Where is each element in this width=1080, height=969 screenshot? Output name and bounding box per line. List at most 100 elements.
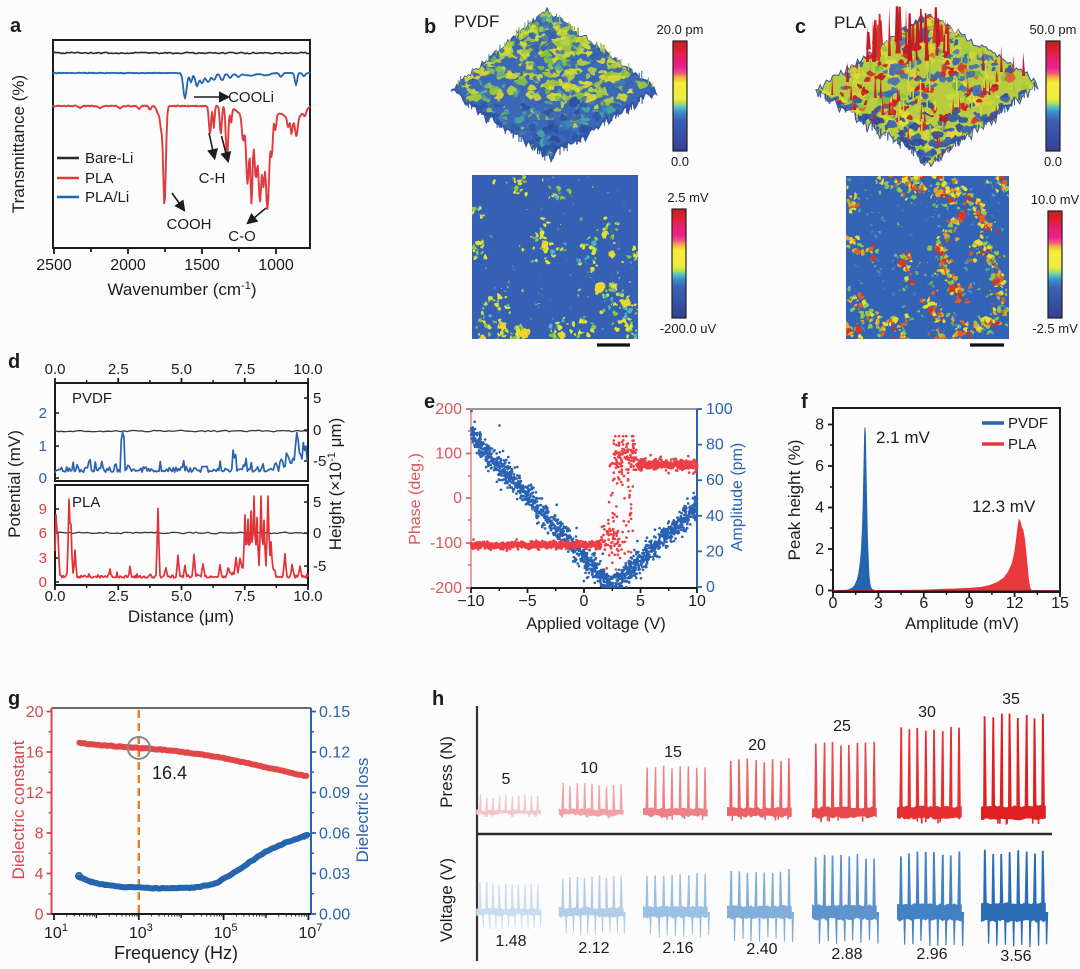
svg-text:4: 4: [815, 500, 824, 517]
svg-text:Wavenumber (cm-1): Wavenumber (cm-1): [108, 280, 257, 299]
svg-text:PLA: PLA: [1008, 436, 1036, 453]
svg-text:Distance (μm): Distance (μm): [128, 607, 234, 626]
svg-text:Transmittance (%): Transmittance (%): [9, 75, 28, 213]
svg-text:1500: 1500: [184, 257, 220, 274]
svg-text:35: 35: [1002, 691, 1020, 708]
svg-text:d: d: [8, 351, 20, 373]
svg-text:4: 4: [35, 866, 44, 883]
svg-text:0: 0: [39, 574, 47, 591]
svg-text:20: 20: [26, 704, 44, 721]
svg-text:2.5: 2.5: [108, 588, 129, 605]
svg-text:0.0: 0.0: [45, 588, 66, 605]
svg-text:6: 6: [919, 595, 928, 612]
svg-text:0: 0: [39, 470, 47, 487]
svg-text:0: 0: [313, 525, 321, 542]
svg-text:103: 103: [129, 922, 153, 942]
svg-text:7.5: 7.5: [234, 588, 255, 605]
svg-text:0.06: 0.06: [319, 826, 350, 843]
svg-text:100: 100: [435, 446, 462, 463]
svg-text:10.0: 10.0: [293, 588, 322, 605]
svg-text:0.12: 0.12: [319, 745, 350, 762]
svg-text:2: 2: [815, 541, 824, 558]
svg-text:3: 3: [874, 595, 883, 612]
svg-text:PVDF: PVDF: [1008, 415, 1048, 432]
svg-text:e: e: [424, 391, 435, 413]
svg-text:9: 9: [39, 501, 47, 518]
svg-text:Dielectric loss: Dielectric loss: [353, 758, 372, 863]
svg-text:0: 0: [35, 907, 44, 924]
svg-text:Press (N): Press (N): [437, 736, 456, 808]
svg-text:15: 15: [664, 744, 682, 761]
svg-text:3: 3: [39, 550, 47, 567]
svg-text:0.0: 0.0: [45, 361, 66, 378]
svg-text:16: 16: [26, 745, 44, 762]
svg-text:20: 20: [706, 543, 724, 560]
svg-text:8: 8: [815, 417, 824, 434]
svg-text:c: c: [795, 16, 806, 38]
svg-text:0: 0: [815, 583, 824, 600]
svg-text:h: h: [432, 688, 444, 710]
svg-text:100: 100: [706, 401, 733, 418]
svg-text:6: 6: [815, 458, 824, 475]
svg-text:2.96: 2.96: [916, 946, 947, 963]
svg-text:10.0: 10.0: [293, 361, 322, 378]
svg-text:105: 105: [214, 922, 238, 942]
svg-text:COOH: COOH: [167, 216, 212, 233]
svg-text:Potential (mV): Potential (mV): [5, 430, 24, 538]
svg-text:−5: −5: [518, 593, 536, 610]
svg-text:5: 5: [313, 494, 321, 511]
svg-text:5: 5: [636, 593, 645, 610]
svg-text:10: 10: [580, 760, 598, 777]
svg-text:2.88: 2.88: [831, 946, 862, 963]
svg-text:Dielectric constant: Dielectric constant: [9, 740, 28, 879]
svg-text:COOLi: COOLi: [228, 89, 274, 106]
svg-text:-5: -5: [313, 453, 326, 470]
svg-text:12.3 mV: 12.3 mV: [972, 497, 1036, 516]
svg-text:0.15: 0.15: [319, 704, 350, 721]
svg-text:f: f: [801, 391, 808, 413]
svg-text:2.40: 2.40: [746, 941, 777, 958]
svg-text:Amplitude (pm): Amplitude (pm): [729, 443, 746, 551]
svg-text:2.1 mV: 2.1 mV: [876, 428, 931, 447]
svg-text:6: 6: [39, 525, 47, 542]
svg-text:0.0: 0.0: [671, 154, 689, 169]
svg-text:-2.5 mV: -2.5 mV: [1032, 321, 1078, 336]
svg-text:Height (×10-1 μm): Height (×10-1 μm): [326, 418, 345, 551]
svg-text:1: 1: [39, 438, 47, 455]
svg-text:0.09: 0.09: [319, 785, 350, 802]
svg-text:0.03: 0.03: [319, 866, 350, 883]
svg-text:PVDF: PVDF: [454, 12, 499, 31]
svg-text:7.5: 7.5: [234, 361, 255, 378]
svg-text:2.5: 2.5: [108, 361, 129, 378]
svg-text:C-O: C-O: [228, 228, 256, 245]
svg-text:20: 20: [748, 737, 766, 754]
svg-text:a: a: [10, 15, 22, 37]
svg-text:10.0 mV: 10.0 mV: [1031, 192, 1080, 207]
svg-text:60: 60: [706, 472, 724, 489]
svg-text:Bare-Li: Bare-Li: [85, 150, 133, 167]
svg-text:Phase (deg.): Phase (deg.): [407, 453, 424, 545]
svg-text:1000: 1000: [258, 257, 294, 274]
svg-text:5: 5: [313, 390, 321, 407]
svg-text:0.00: 0.00: [319, 907, 350, 924]
svg-text:2.16: 2.16: [662, 940, 693, 957]
svg-text:80: 80: [706, 437, 724, 454]
svg-text:1.48: 1.48: [495, 933, 526, 950]
svg-text:200: 200: [435, 401, 462, 418]
svg-text:0: 0: [580, 593, 589, 610]
svg-text:C-H: C-H: [199, 170, 226, 187]
svg-text:50.0 pm: 50.0 pm: [1030, 22, 1077, 37]
svg-text:-200.0 uV: -200.0 uV: [660, 321, 717, 336]
svg-text:5: 5: [502, 771, 511, 788]
svg-text:20.0 pm: 20.0 pm: [657, 22, 704, 37]
svg-text:0: 0: [313, 422, 321, 439]
svg-text:2.5 mV: 2.5 mV: [667, 190, 709, 205]
svg-text:-200: -200: [430, 580, 462, 597]
svg-text:25: 25: [833, 718, 851, 735]
svg-text:30: 30: [918, 704, 936, 721]
svg-text:8: 8: [35, 826, 44, 843]
svg-text:3.56: 3.56: [1000, 948, 1031, 965]
svg-text:0.0: 0.0: [1044, 154, 1062, 169]
svg-text:Peak height (%): Peak height (%): [785, 440, 804, 561]
svg-text:PLA: PLA: [72, 494, 100, 511]
